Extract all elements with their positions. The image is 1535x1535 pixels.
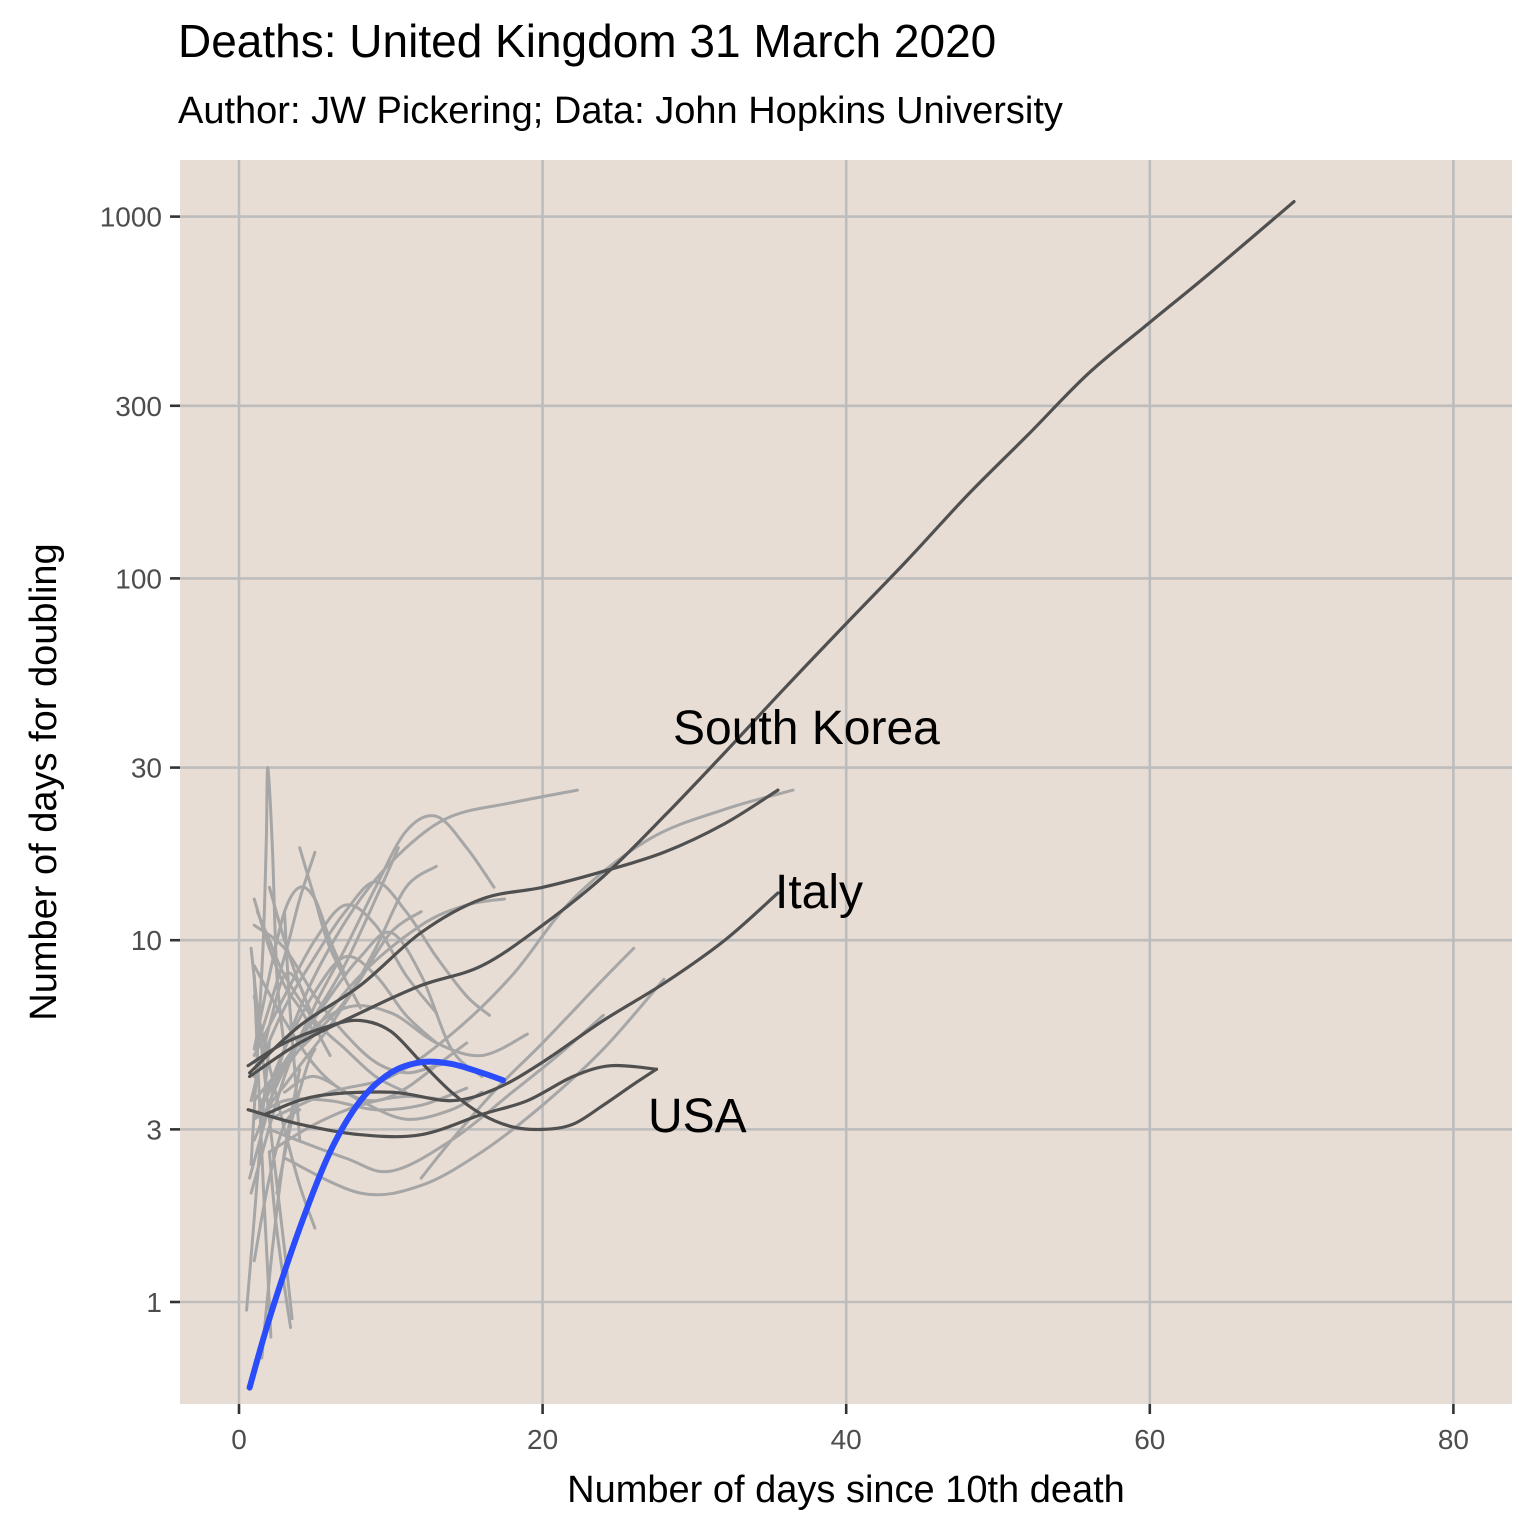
other-country-line bbox=[252, 994, 317, 1230]
other-country-line bbox=[252, 885, 347, 1051]
country-annotations: South Korea Italy USA bbox=[648, 702, 940, 1143]
other-country-line bbox=[249, 814, 496, 1195]
y-tick-label: 300 bbox=[115, 391, 162, 422]
other-country-line bbox=[267, 885, 317, 1022]
x-axis-title: Number of days since 10th death bbox=[567, 1469, 1125, 1511]
other-country-line bbox=[252, 897, 317, 1036]
other-country-line bbox=[249, 971, 332, 1103]
other-country-line bbox=[298, 846, 362, 1010]
other-country-line bbox=[252, 1108, 302, 1263]
annotation-usa: USA bbox=[648, 1090, 747, 1143]
y-tick-label: 1000 bbox=[100, 202, 162, 233]
x-tick-label: 20 bbox=[527, 1424, 558, 1455]
other-country-line bbox=[283, 977, 666, 1197]
y-tick-label: 10 bbox=[131, 925, 162, 956]
labeled-country-line bbox=[246, 1018, 659, 1132]
labeled-country-lines bbox=[246, 200, 1296, 1139]
other-country-line bbox=[245, 1041, 271, 1312]
annotation-south-korea: South Korea bbox=[673, 702, 940, 755]
chart-subtitle: Author: JW Pickering; Data: John Hopkins… bbox=[178, 90, 1063, 132]
other-country-line bbox=[252, 1086, 469, 1121]
other-country-line bbox=[267, 1150, 293, 1329]
highlight-line bbox=[246, 1058, 507, 1391]
y-axis-title: Number of days for doubling bbox=[23, 543, 65, 1020]
x-tick-label: 40 bbox=[831, 1424, 862, 1455]
x-tick-label: 0 bbox=[231, 1424, 247, 1455]
x-tick-label: 60 bbox=[1134, 1424, 1165, 1455]
other-country-line bbox=[275, 1047, 317, 1195]
other-country-line bbox=[419, 946, 636, 1180]
other-country-line bbox=[283, 1074, 484, 1121]
other-country-line bbox=[267, 788, 795, 1121]
x-tick-label: 80 bbox=[1438, 1424, 1469, 1455]
other-country-line bbox=[252, 903, 438, 1057]
y-tick-label: 100 bbox=[115, 563, 162, 594]
labeled-country-line bbox=[263, 891, 780, 1116]
axes: 0 20 40 60 80 1 3 10 30 100 300 1000 bbox=[100, 202, 1469, 1455]
y-tick-label: 1 bbox=[146, 1287, 162, 1318]
highlight-country-line bbox=[246, 1058, 507, 1391]
other-country-line bbox=[267, 910, 423, 1107]
chart-title: Deaths: United Kingdom 31 March 2020 bbox=[178, 15, 997, 67]
y-tick-label: 30 bbox=[131, 753, 162, 784]
other-country-line bbox=[260, 954, 438, 1107]
other-country-line bbox=[283, 910, 302, 1142]
y-tick-label: 3 bbox=[146, 1114, 162, 1145]
labeled-country-line bbox=[248, 200, 1296, 1079]
other-country-line bbox=[252, 846, 400, 1103]
gridlines bbox=[180, 160, 1512, 1404]
other-country-line bbox=[260, 1067, 302, 1360]
labeled-country-line bbox=[248, 788, 780, 1075]
annotation-italy: Italy bbox=[775, 866, 863, 919]
